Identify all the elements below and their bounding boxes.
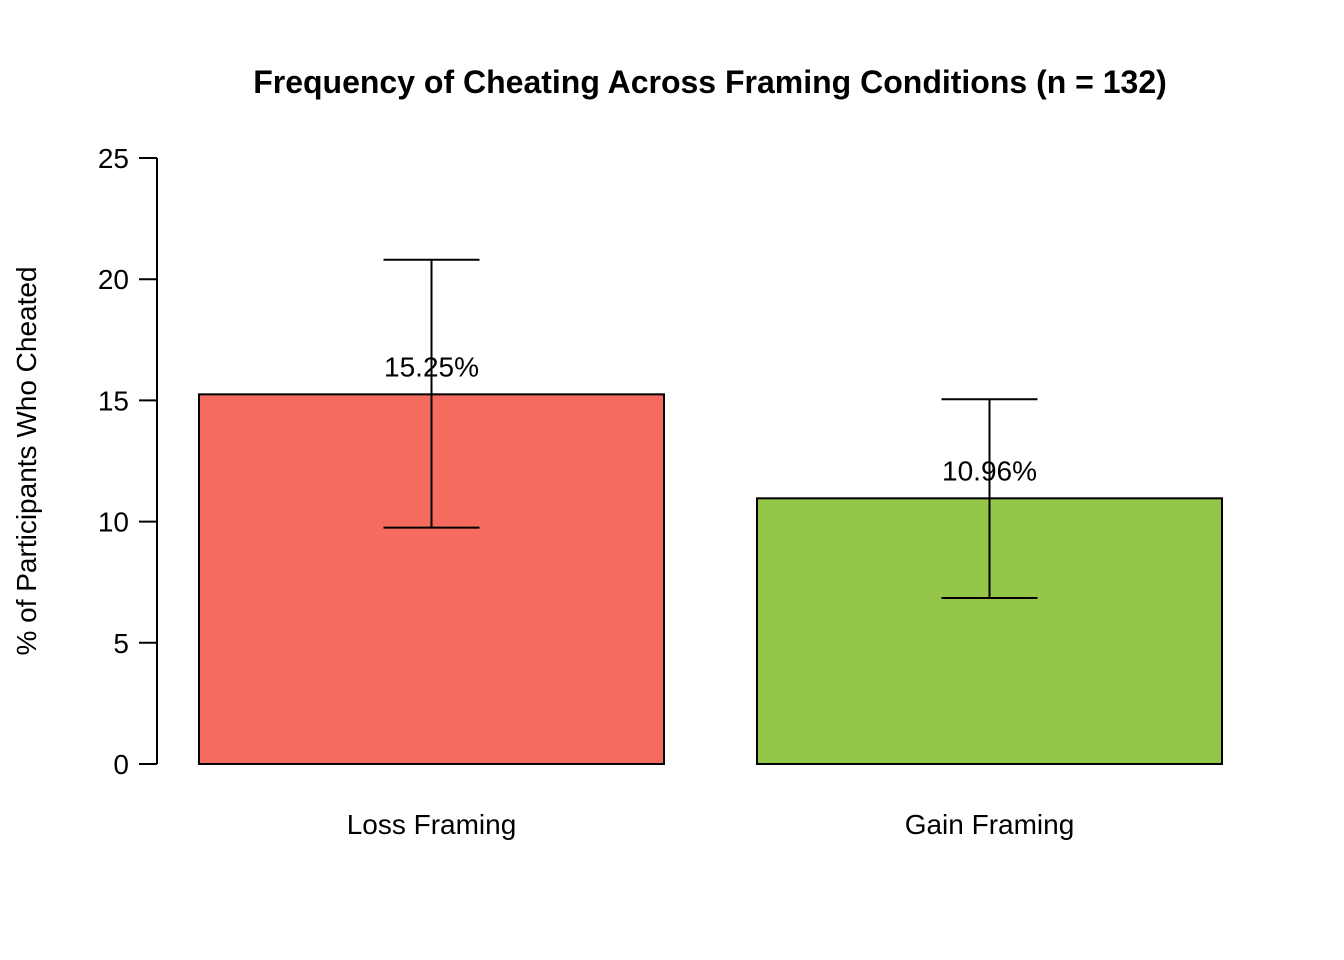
y-tick-label: 20 [98,264,129,295]
data-label: 15.25% [384,351,479,382]
bars-group [198,393,1223,765]
data-labels-group: 15.25% 10.96% [384,351,1037,486]
y-tick-label: 5 [113,628,129,659]
y-tick-label: 15 [98,385,129,416]
x-category-label: Gain Framing [905,809,1075,840]
chart-title: Frequency of Cheating Across Framing Con… [253,64,1167,100]
x-category-label: Loss Framing [347,809,517,840]
y-axis: 0 5 10 15 20 25 [98,143,158,780]
y-tick-label: 10 [98,507,129,538]
y-tick-label: 25 [98,143,129,174]
y-tick-label: 0 [113,749,129,780]
error-bars-group [383,258,1038,599]
x-axis-labels: Loss Framing Gain Framing [347,809,1075,840]
y-axis-label: % of Participants Who Cheated [11,266,42,655]
data-label: 10.96% [942,455,1037,486]
